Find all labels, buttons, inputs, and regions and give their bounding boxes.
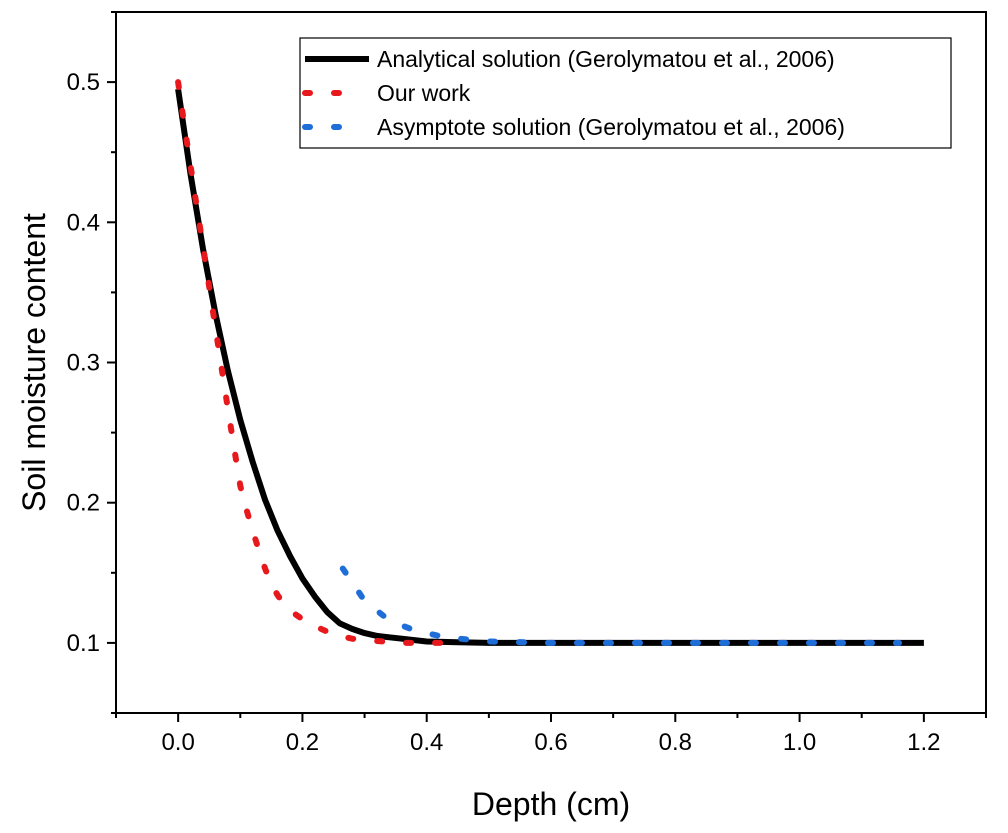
series-line-3 (339, 565, 902, 646)
x-tick-label: 0.8 (659, 729, 692, 756)
legend: Analytical solution (Gerolymatou et al.,… (299, 37, 952, 149)
legend-label-3: Asymptote solution (Gerolymatou et al., … (377, 114, 845, 140)
x-tick-label: 0.2 (286, 729, 319, 756)
legend-box (299, 37, 952, 149)
y-tick-label: 0.3 (67, 350, 100, 377)
plot-area (175, 79, 924, 646)
series-line-1 (175, 88, 924, 646)
legend-label-2: Our work (377, 80, 471, 106)
y-tick-label: 0.4 (67, 209, 100, 236)
y-tick-label: 0.5 (67, 69, 100, 96)
legend-label-1: Analytical solution (Gerolymatou et al.,… (377, 46, 835, 72)
y-axis: 0.1 0.2 0.3 0.4 0.5 (67, 11, 116, 714)
y-tick-label: 0.2 (67, 490, 100, 517)
x-tick-label: 0.0 (161, 729, 194, 756)
x-tick-label: 0.6 (534, 729, 567, 756)
series-line-2 (175, 79, 449, 646)
x-tick-label: 1.0 (783, 729, 816, 756)
x-tick-label: 0.4 (410, 729, 443, 756)
x-axis: 0.0 0.2 0.4 0.6 0.8 1.0 1.2 (115, 713, 987, 756)
y-axis-title: Soil moisture content (16, 213, 52, 512)
x-tick-label: 1.2 (907, 729, 940, 756)
y-tick-label: 0.1 (67, 630, 100, 657)
x-axis-title: Depth (cm) (472, 786, 630, 822)
